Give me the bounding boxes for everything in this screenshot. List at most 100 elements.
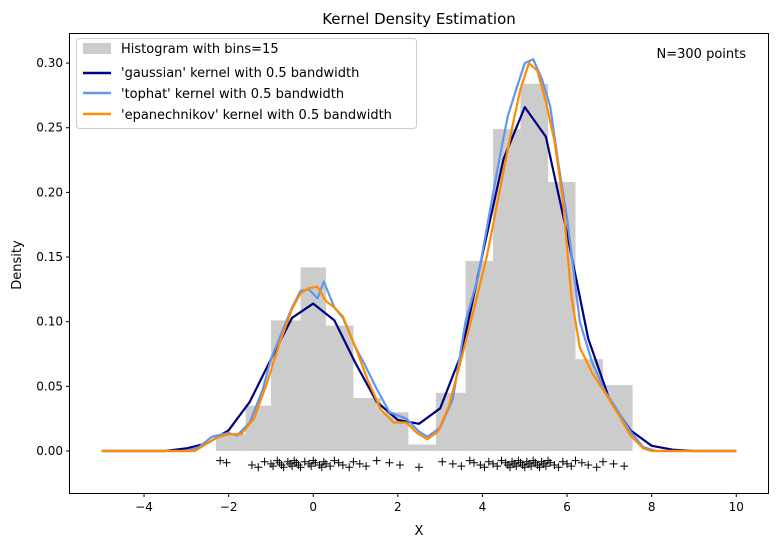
histogram-bar — [575, 359, 604, 451]
sample-marker — [326, 462, 335, 471]
sample-marker — [531, 458, 540, 467]
histogram-bar — [408, 444, 436, 451]
sample-marker — [288, 462, 297, 471]
x-tick-label: 6 — [563, 500, 571, 514]
sample-marker — [465, 456, 474, 465]
sample-marker — [355, 459, 364, 468]
x-tick-label: 10 — [729, 500, 744, 514]
sample-marker — [448, 459, 457, 468]
sample-marker — [550, 461, 559, 470]
sample-marker — [311, 458, 320, 467]
sample-marker — [527, 462, 536, 471]
x-tick-label: 0 — [309, 500, 317, 514]
sample-marker — [321, 459, 330, 468]
legend-box — [76, 38, 417, 129]
sample-marker — [300, 457, 309, 466]
sample-marker — [484, 457, 493, 466]
sample-marker — [599, 457, 608, 466]
histogram-bar — [520, 83, 549, 451]
sample-marker — [512, 462, 521, 471]
sample-marker — [577, 458, 586, 467]
y-tick-label: 0.25 — [36, 121, 63, 135]
histogram-bar — [215, 434, 246, 451]
x-axis-ticks: −4 −2 0 2 4 6 8 10 — [135, 493, 744, 514]
y-tick-label: 0.10 — [36, 315, 63, 329]
sample-marker — [395, 461, 404, 470]
sample-marker — [317, 463, 326, 472]
legend-swatch-histogram — [83, 43, 111, 54]
histogram-bar — [325, 325, 354, 451]
sample-marker — [296, 463, 305, 472]
sample-marker — [571, 456, 580, 465]
y-tick-label: 0.05 — [36, 379, 63, 393]
x-axis-label: X — [415, 524, 424, 539]
sample-marker — [563, 459, 572, 468]
y-axis-ticks: 0.00 0.05 0.10 0.15 0.20 0.25 0.30 — [36, 56, 70, 458]
density-curves — [101, 58, 737, 453]
sample-marker — [307, 462, 316, 471]
y-tick-label: 0.30 — [36, 56, 63, 70]
sample-marker — [516, 458, 525, 467]
sample-marker — [567, 462, 576, 471]
x-tick-label: −4 — [135, 500, 153, 514]
sample-marker — [279, 463, 288, 472]
legend-label-epanechnikov: 'epanechnikov' kernel with 0.5 bandwidth — [121, 108, 392, 123]
histogram-bar — [245, 405, 271, 451]
sample-marker — [501, 458, 510, 467]
sample-marker — [292, 458, 301, 467]
sample-marker — [609, 459, 618, 468]
sample-marker — [216, 456, 225, 465]
sample-marker — [489, 459, 498, 468]
sample-marker — [584, 461, 593, 470]
epanechnikov-curve — [101, 61, 737, 453]
sample-marker — [535, 463, 544, 472]
sample-marker — [260, 457, 269, 466]
sample-marker — [592, 463, 601, 472]
sample-marker — [558, 457, 567, 466]
sample-marker — [385, 458, 394, 467]
sample-marker — [493, 462, 502, 471]
sample-marker — [269, 462, 278, 471]
sample-markers — [216, 456, 629, 472]
sample-marker — [505, 463, 514, 472]
legend-label-gaussian: 'gaussian' kernel with 0.5 bandwidth — [121, 66, 359, 81]
sample-marker — [254, 463, 263, 472]
sample-marker — [334, 458, 343, 467]
histogram-bar — [548, 182, 576, 451]
histogram-bars — [215, 83, 633, 451]
sample-marker — [415, 463, 423, 472]
histogram-bar — [270, 320, 301, 451]
sample-marker — [480, 463, 489, 472]
sample-marker — [457, 462, 466, 471]
histogram-bar — [465, 260, 494, 451]
sample-marker — [497, 456, 506, 465]
sample-marker — [469, 458, 478, 467]
legend-label-histogram: Histogram with bins=15 — [121, 42, 279, 57]
legend-label-tophat: 'tophat' kernel with 0.5 bandwidth — [121, 87, 344, 102]
histogram-bar — [353, 397, 381, 451]
sample-marker — [345, 463, 354, 472]
sample-marker — [222, 458, 231, 467]
sample-marker — [438, 457, 447, 466]
sample-marker — [620, 462, 629, 471]
x-tick-label: 2 — [394, 500, 402, 514]
sample-marker — [554, 463, 563, 472]
sample-marker — [330, 456, 339, 465]
sample-marker — [541, 462, 550, 471]
sample-marker — [275, 458, 284, 467]
sample-marker — [520, 463, 529, 472]
x-tick-label: −2 — [220, 500, 238, 514]
plot-frame — [69, 33, 769, 494]
sample-marker — [349, 457, 358, 466]
legend: Histogram with bins=15 'gaussian' kernel… — [76, 38, 417, 129]
sample-count-annotation: N=300 points — [657, 47, 747, 62]
y-axis-label: Density — [10, 240, 25, 290]
y-tick-label: 0.20 — [36, 185, 63, 199]
sample-marker — [372, 456, 381, 465]
gaussian-curve — [101, 105, 737, 453]
x-tick-label: 8 — [648, 500, 656, 514]
x-tick-label: 4 — [479, 500, 487, 514]
y-tick-label: 0.15 — [36, 250, 63, 264]
sample-marker — [362, 462, 371, 471]
